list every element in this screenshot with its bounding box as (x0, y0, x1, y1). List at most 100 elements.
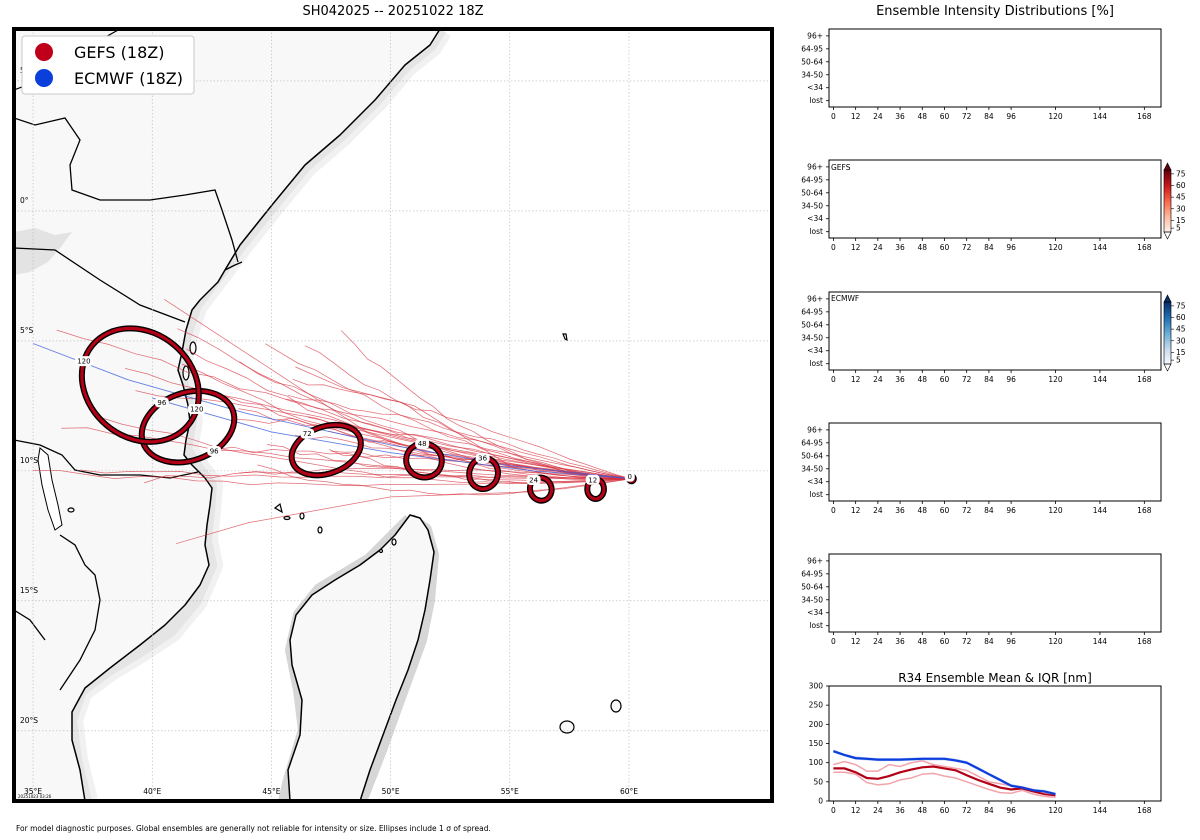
r34-x-tick-label: 24 (873, 806, 883, 815)
colorbar-cell (1164, 311, 1171, 314)
gefs-track (56, 329, 632, 480)
y-tick-label: 96+ (807, 294, 823, 303)
colorbar-arrow-bottom (1163, 231, 1172, 240)
colorbar-cell (1164, 197, 1171, 200)
colorbar-cell (1164, 343, 1171, 346)
lake-malawi (37, 447, 63, 531)
ellipse-label-bg (624, 471, 635, 482)
x-tick-label: 12 (851, 375, 861, 384)
x-tick-label: 84 (984, 637, 994, 646)
x-tick-label: 120 (1048, 506, 1063, 515)
colorbar-cell (1164, 340, 1171, 343)
ellipse-label: 12 (588, 476, 597, 484)
colorbar-cell (1164, 351, 1171, 354)
lon-label: 55°E (501, 787, 519, 796)
colorbar-cell (1164, 325, 1171, 328)
colorbar-cell (1164, 303, 1171, 306)
map-title: SH042025 -- 20251022 18Z (302, 4, 483, 19)
ellipse-label-bg (207, 445, 222, 456)
panel-frame (828, 553, 1162, 633)
colorbar-cell (1164, 222, 1171, 225)
colorbar-cell (1164, 336, 1171, 339)
colorbar-cell (1164, 322, 1171, 325)
y-tick-label: 34-50 (801, 333, 823, 342)
colorbar-cell (1164, 171, 1171, 174)
x-tick-label: 48 (917, 637, 927, 646)
x-tick-label: 60 (940, 112, 950, 121)
colorbar-cell (1164, 228, 1171, 231)
colorbar-cell (1164, 205, 1171, 208)
lat-label: 5°S (20, 326, 34, 335)
colorbar-cell (1164, 326, 1171, 329)
r34-y-tick-label: 50 (813, 777, 823, 786)
r34-x-tick-label: 0 (831, 806, 836, 815)
x-tick-label: 84 (984, 243, 994, 252)
colorbar-cell (1164, 337, 1171, 340)
colorbar-cell (1164, 213, 1171, 216)
r34-series-gefs-iqr-lower (833, 771, 1056, 798)
x-tick-label: 168 (1137, 112, 1152, 121)
x-tick-label: 36 (895, 637, 905, 646)
x-tick-label: 72 (962, 506, 972, 515)
colorbar-tick-label: 75 (1176, 301, 1186, 310)
colorbar-tick-label: 30 (1176, 204, 1186, 213)
legend-gefs-label: GEFS (18Z) (74, 43, 164, 62)
ellipse-72h: 72 (288, 421, 364, 479)
colorbar-cell (1164, 331, 1171, 334)
colorbar-cell (1164, 196, 1171, 199)
x-tick-label: 120 (1048, 112, 1063, 121)
lat-label: 15°S (20, 586, 38, 595)
x-tick-label: 72 (962, 637, 972, 646)
colorbar-cell (1164, 225, 1171, 228)
y-tick-label: 64-95 (801, 438, 823, 447)
colorbar-cell (1164, 204, 1171, 207)
x-tick-label: 60 (940, 637, 950, 646)
y-tick-label: 34-50 (801, 70, 823, 79)
africa-landmass (14, 29, 441, 801)
colorbar-arrow-bottom (1163, 363, 1172, 372)
colorbar-cell (1164, 309, 1171, 312)
panel-frame (828, 28, 1162, 108)
y-tick-label: 34-50 (801, 464, 823, 473)
x-tick-label: 36 (895, 243, 905, 252)
r34-series-gefs-mean (833, 765, 1056, 797)
colorbar-cell (1164, 177, 1171, 180)
r34-y-tick-label: 250 (809, 701, 824, 710)
r34-x-tick-label: 84 (984, 806, 994, 815)
colorbar-cell (1164, 315, 1171, 318)
colorbar-cell (1164, 348, 1171, 351)
panel-frame (828, 291, 1162, 371)
r34-y-tick-label: 100 (809, 758, 824, 767)
panel-empty-2: 0 12 24 36 48 60 72 84 96 120 144 168 96+ 64-95 50-64 3… (801, 422, 1162, 515)
y-tick-label: 64-95 (801, 175, 823, 184)
colorbar-cell (1164, 346, 1171, 349)
x-tick-label: 24 (873, 637, 883, 646)
map-frame (12, 27, 774, 803)
ellipse-label: 0 (628, 473, 632, 481)
colorbar-tick-label: 30 (1176, 336, 1186, 345)
colorbar-cell (1164, 174, 1171, 177)
x-tick-label: 144 (1093, 637, 1108, 646)
x-tick-label: 36 (895, 375, 905, 384)
x-tick-label: 84 (984, 112, 994, 121)
x-tick-label: 120 (1048, 637, 1063, 646)
ellipse-36h: 36 (466, 453, 501, 492)
ellipse-label: 96 (157, 399, 166, 407)
colorbar-cell (1164, 230, 1171, 233)
colorbar-cell (1164, 187, 1171, 190)
ecmwf-iqr-band (833, 749, 1056, 796)
colorbar-tick-label: 45 (1176, 325, 1186, 334)
x-tick-label: 24 (873, 112, 883, 121)
ellipse-label-bg (415, 438, 430, 449)
x-tick-label: 60 (940, 506, 950, 515)
colorbar-cell (1164, 302, 1171, 305)
r34-y-tick-label: 300 (809, 682, 824, 691)
colorbar-cell (1164, 333, 1171, 336)
y-tick-label: <34 (807, 608, 823, 617)
gefs-track (292, 378, 632, 480)
colorbar-cell (1164, 350, 1171, 353)
colorbar-cell (1164, 199, 1171, 202)
lon-label: 35°E (24, 787, 42, 796)
gefs-track (135, 390, 632, 480)
colorbar-cell (1164, 357, 1171, 360)
